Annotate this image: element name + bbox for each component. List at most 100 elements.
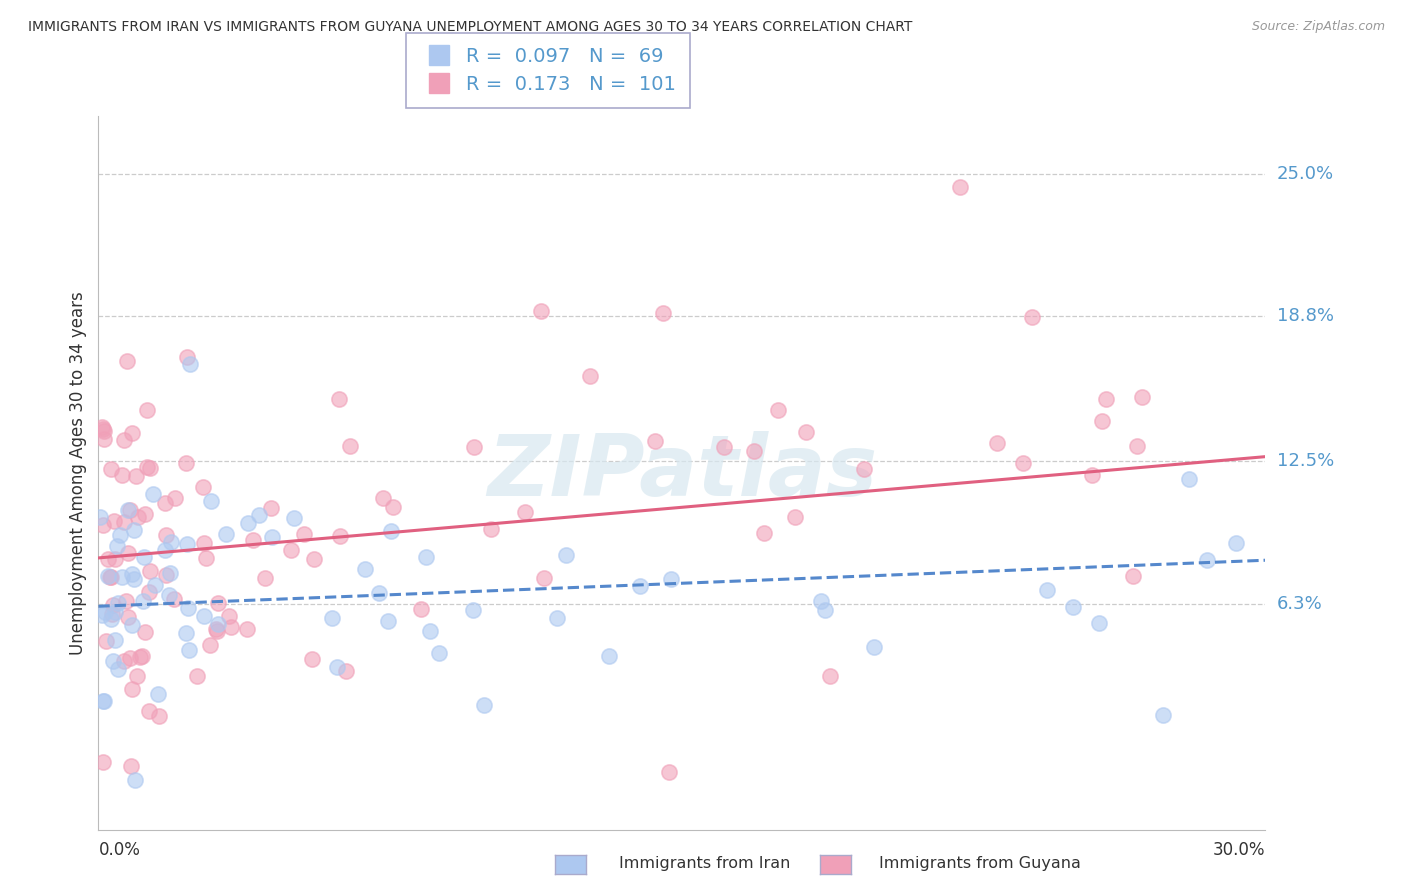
Point — [813, 603, 835, 617]
Point — [100, 612, 122, 626]
Point — [108, 528, 131, 542]
Point — [112, 434, 135, 448]
Point — [138, 584, 160, 599]
Point — [127, 510, 149, 524]
Point — [191, 480, 214, 494]
Point — [120, 651, 142, 665]
Point — [382, 500, 405, 515]
Point — [193, 608, 215, 623]
Point — [138, 704, 160, 718]
Point — [472, 698, 495, 712]
Point — [321, 611, 343, 625]
Point — [101, 598, 124, 612]
Point — [104, 605, 127, 619]
Point — [111, 468, 134, 483]
Point — [1130, 390, 1153, 404]
Point — [127, 668, 149, 682]
Point — [121, 617, 143, 632]
Point — [100, 462, 122, 476]
Point — [93, 424, 115, 438]
Point — [242, 533, 264, 548]
Point — [117, 610, 139, 624]
Point — [155, 528, 177, 542]
Point — [136, 402, 159, 417]
Point — [1035, 582, 1057, 597]
Point — [354, 562, 377, 576]
Point — [215, 526, 238, 541]
Point — [371, 491, 394, 506]
Point — [121, 566, 143, 581]
Text: ZIPatlas: ZIPatlas — [486, 431, 877, 515]
Point — [94, 605, 117, 619]
Point — [100, 570, 122, 584]
Point — [326, 659, 349, 673]
Point — [1062, 599, 1084, 614]
Point — [658, 764, 681, 779]
Point — [89, 509, 111, 524]
Point — [260, 501, 283, 516]
Point — [1126, 439, 1149, 453]
Legend: R =  0.097   N =  69, R =  0.173   N =  101: R = 0.097 N = 69, R = 0.173 N = 101 — [406, 33, 689, 108]
Point — [91, 518, 114, 533]
Point — [120, 502, 142, 516]
Point — [115, 354, 138, 368]
Point — [90, 420, 112, 434]
Point — [949, 179, 972, 194]
Point — [766, 403, 789, 417]
Point — [163, 491, 186, 506]
Point — [179, 357, 201, 371]
Text: 6.3%: 6.3% — [1277, 595, 1323, 613]
Text: IMMIGRANTS FROM IRAN VS IMMIGRANTS FROM GUYANA UNEMPLOYMENT AMONG AGES 30 TO 34 : IMMIGRANTS FROM IRAN VS IMMIGRANTS FROM … — [28, 20, 912, 34]
Point — [598, 648, 620, 663]
Point — [1225, 536, 1247, 550]
Text: 12.5%: 12.5% — [1277, 452, 1334, 470]
Point — [176, 537, 198, 551]
Point — [335, 665, 357, 679]
Point — [186, 669, 208, 683]
Point — [986, 436, 1008, 450]
Point — [207, 624, 229, 638]
Point — [628, 579, 651, 593]
Point — [134, 624, 156, 639]
Point — [546, 611, 568, 625]
Point — [713, 440, 735, 454]
Point — [283, 511, 305, 525]
Point — [101, 654, 124, 668]
Point — [742, 444, 765, 458]
Point — [302, 552, 325, 566]
Point — [1091, 414, 1114, 428]
Point — [247, 508, 270, 522]
Point — [853, 461, 876, 475]
Point — [236, 516, 259, 530]
Point — [515, 505, 537, 519]
Point — [205, 623, 228, 637]
Point — [117, 502, 139, 516]
Point — [107, 596, 129, 610]
Point — [153, 496, 176, 510]
Point — [112, 515, 135, 529]
Text: 18.8%: 18.8% — [1277, 307, 1334, 326]
Point — [863, 640, 886, 654]
Point — [121, 425, 143, 440]
Point — [651, 306, 673, 320]
Point — [111, 570, 134, 584]
Point — [93, 694, 115, 708]
Point — [132, 594, 155, 608]
Point — [90, 608, 112, 623]
Point — [101, 607, 124, 622]
Point — [280, 543, 302, 558]
Point — [292, 526, 315, 541]
Point — [91, 693, 114, 707]
Point — [177, 601, 200, 615]
Point — [176, 457, 198, 471]
Point — [339, 439, 361, 453]
Point — [193, 536, 215, 550]
Point — [411, 602, 433, 616]
Point — [121, 682, 143, 697]
Point — [1088, 615, 1111, 630]
Point — [103, 514, 125, 528]
Point — [96, 633, 118, 648]
Point — [112, 654, 135, 668]
Point — [159, 566, 181, 580]
Point — [143, 577, 166, 591]
